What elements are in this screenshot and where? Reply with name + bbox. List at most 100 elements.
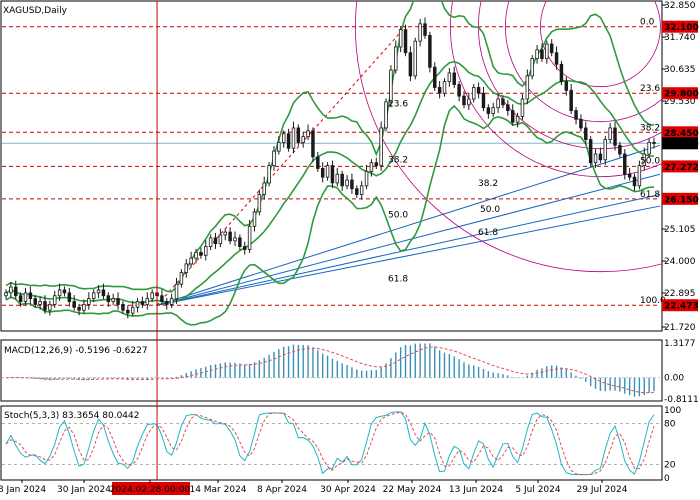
candle-body (403, 29, 408, 54)
candle-body (471, 87, 476, 100)
main-plot (2, 1, 662, 326)
price-tag-label: 29.800 (664, 90, 699, 100)
candle-body (496, 98, 500, 109)
fib-fan-label: 38.2 (478, 179, 498, 189)
candle-body (559, 63, 564, 83)
candle-body (374, 162, 379, 166)
price-tick-label: 22.895 (664, 289, 696, 299)
candle-body (520, 98, 525, 117)
candle-body (408, 52, 413, 77)
candle-body (457, 84, 461, 97)
fib-fan-line-b (156, 173, 661, 306)
candle-body (608, 127, 612, 140)
bollinger-middle (5, 60, 655, 304)
candle-body (359, 185, 364, 195)
fib-arc-label: 23.6 (388, 99, 408, 109)
candle-body (281, 133, 286, 143)
candle-body (252, 211, 257, 227)
candle-body (262, 182, 266, 195)
candle-body (296, 127, 301, 143)
candle-body (540, 49, 544, 59)
candle-body (38, 301, 42, 305)
highlighted-date-box (112, 482, 190, 495)
candle-body (428, 34, 432, 68)
fib-level-label: 0.0 (640, 18, 655, 28)
candle-body (101, 289, 106, 297)
macd-panel[interactable] (0, 339, 663, 402)
candle-body (452, 72, 456, 85)
fib-arc-label: 61.8 (388, 274, 408, 284)
candle-body (18, 295, 23, 302)
candle-body (140, 301, 145, 305)
candle-body (437, 87, 442, 94)
candle-body (14, 286, 18, 297)
macd-tick-label: 0.00 (664, 374, 684, 384)
candle-body (325, 165, 330, 178)
x-date-label: 22 May 2024 (383, 485, 442, 495)
candle-body (257, 194, 262, 213)
candle-body (121, 304, 125, 311)
candle-body (62, 289, 67, 294)
candle-body (530, 58, 534, 77)
bollinger-lower (5, 104, 655, 326)
price-tag-box (662, 192, 698, 205)
candle-body (525, 75, 530, 100)
fib-arc (355, 1, 662, 273)
candle-body (204, 246, 208, 256)
x-date-label: 29 Jul 2024 (577, 485, 628, 495)
candle-body (213, 237, 218, 245)
candle-body (77, 306, 81, 311)
candle-body (369, 162, 374, 172)
candle-body (379, 127, 383, 166)
candle-body (130, 306, 135, 314)
price-tick-label: 25.105 (664, 225, 696, 235)
candle-body (642, 153, 646, 166)
macd-signal-line (5, 346, 655, 394)
price-tag-label: 32.100 (664, 23, 699, 33)
x-date-label: 30 Apr 2024 (320, 485, 376, 495)
candle-body (384, 101, 388, 129)
candle-body (330, 165, 335, 184)
candle-body (476, 87, 481, 94)
candle-body (48, 304, 52, 311)
fib-level-label: 38.2 (640, 123, 660, 133)
candle-body (96, 289, 101, 294)
candle-body (545, 43, 549, 59)
fib-level-label: 100.0 (640, 296, 666, 306)
candle-body (87, 298, 91, 305)
candle-body (588, 139, 593, 164)
candle-body (82, 304, 86, 311)
fib-arc (450, 1, 662, 178)
candle-body (549, 43, 554, 54)
x-date-label: 8 Apr 2024 (257, 485, 307, 495)
price-tick-label: 32.850 (664, 1, 696, 11)
candle-body (267, 165, 271, 184)
candle-body (442, 81, 447, 94)
x-date-label: 13 Jun 2024 (449, 485, 503, 495)
candle-body (515, 115, 520, 123)
candle-body (184, 263, 189, 274)
candle-body (311, 130, 315, 158)
candle-body (126, 309, 130, 314)
candle-body (218, 234, 223, 245)
fib-level-label: 61.8 (640, 190, 660, 200)
candle-body (418, 23, 422, 42)
stoch-panel[interactable] (0, 405, 663, 481)
stoch-tick-label: 20 (664, 460, 676, 470)
candle-body (320, 168, 325, 178)
candle-body (169, 298, 174, 305)
macd-label: MACD(12,26,9) -0.5196 -0.6227 (4, 346, 148, 356)
candle-body (135, 301, 140, 308)
price-tick-label: 29.530 (664, 97, 696, 107)
candle-body (91, 292, 96, 300)
x-date-label: 2024.02.28 00:00 (110, 485, 191, 495)
price-tag-box (662, 20, 698, 33)
fib-fan-line-d (156, 205, 661, 306)
stoch-main-line (5, 411, 655, 476)
candle-body (355, 188, 359, 195)
candle-body (316, 156, 320, 169)
candle-body (618, 144, 622, 155)
price-tick-label: 24.000 (664, 257, 696, 267)
candle-body (28, 292, 33, 300)
